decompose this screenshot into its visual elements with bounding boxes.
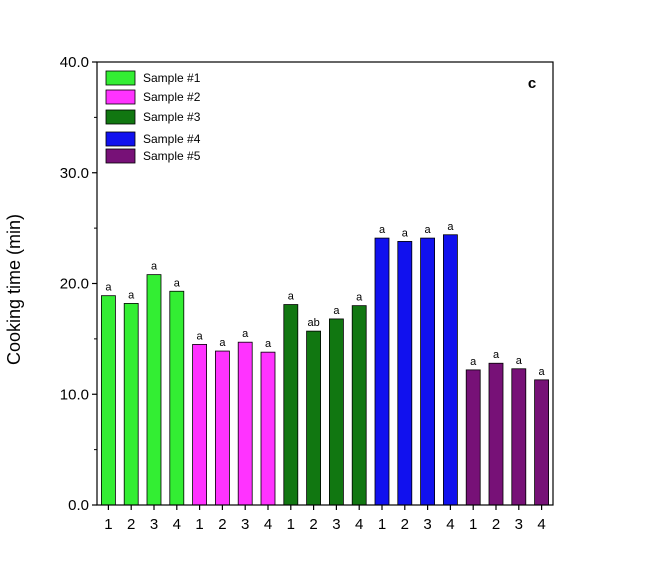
significance-letters: a a a a a a a a a ab a a a a a a a a a a xyxy=(105,221,545,378)
bar-series2-4 xyxy=(260,351,276,506)
significance-letter: a xyxy=(379,224,386,236)
bar-series1-2 xyxy=(123,303,139,506)
bar-series4-1 xyxy=(374,237,390,506)
legend-swatch xyxy=(105,109,136,125)
x-tick-label: 3 xyxy=(515,516,523,533)
x-tick-label: 4 xyxy=(537,516,545,533)
legend: Sample #1 Sample #2 Sample #3 Sample #4 Samp… xyxy=(105,70,201,164)
bar-series2-2 xyxy=(214,350,230,506)
x-tick-label: 3 xyxy=(332,516,340,533)
bar-series3-1 xyxy=(283,304,299,506)
y-tick-label: 40.0 xyxy=(60,54,89,71)
x-tick-label: 4 xyxy=(264,516,272,533)
bar-series1-3 xyxy=(146,274,162,506)
bar-series4-2 xyxy=(397,241,413,506)
x-tick-label: 2 xyxy=(127,516,135,533)
x-tick-label: 3 xyxy=(423,516,431,533)
bar-series5-3 xyxy=(511,368,527,506)
x-tick-label: 1 xyxy=(287,516,295,533)
significance-letter: a xyxy=(128,289,135,301)
legend-swatch xyxy=(105,148,136,164)
legend-label: Sample #2 xyxy=(143,90,201,104)
x-tick-label: 1 xyxy=(469,516,477,533)
bar-series5-1 xyxy=(465,369,481,506)
significance-letter: a xyxy=(539,366,546,378)
significance-letter: a xyxy=(516,355,523,367)
legend-label: Sample #1 xyxy=(143,71,201,85)
legend-label: Sample #3 xyxy=(143,110,201,124)
legend-label: Sample #4 xyxy=(143,132,201,146)
x-tick-label: 1 xyxy=(378,516,386,533)
y-axis-title: Cooking time (min) xyxy=(4,214,24,365)
significance-letter: a xyxy=(470,356,477,368)
significance-letter: a xyxy=(105,282,112,294)
bar-series4-3 xyxy=(420,237,436,506)
significance-letter: a xyxy=(356,292,363,304)
x-tick-label: 4 xyxy=(173,516,181,533)
x-tick-label: 2 xyxy=(218,516,226,533)
y-axis: 0.0 10.0 20.0 30.0 40.0 xyxy=(60,54,97,514)
x-tick-label: 1 xyxy=(195,516,203,533)
bar-series2-1 xyxy=(192,344,208,506)
plot-frame xyxy=(96,61,554,506)
y-tick-label: 30.0 xyxy=(60,165,89,182)
significance-letter: a xyxy=(219,337,226,349)
significance-letter: a xyxy=(425,224,432,236)
legend-swatch xyxy=(105,89,136,105)
x-tick-label: 4 xyxy=(355,516,363,533)
bars-layer xyxy=(101,234,549,506)
significance-letter: ab xyxy=(307,317,319,329)
legend-label: Sample #5 xyxy=(143,149,201,163)
x-tick-label: 1 xyxy=(104,516,112,533)
x-tick-label: 2 xyxy=(401,516,409,533)
bar-series1-1 xyxy=(101,295,116,506)
x-tick-label: 4 xyxy=(446,516,454,533)
x-tick-label: 3 xyxy=(241,516,249,533)
significance-letter: a xyxy=(265,338,272,350)
y-tick-label: 10.0 xyxy=(60,386,89,403)
y-tick-label: 20.0 xyxy=(60,276,89,293)
significance-letter: a xyxy=(151,261,158,273)
legend-swatch xyxy=(105,70,136,86)
significance-letter: a xyxy=(402,227,409,239)
bar-series3-3 xyxy=(328,318,344,506)
significance-letter: a xyxy=(447,221,454,233)
significance-letter: a xyxy=(197,330,204,342)
significance-letter: a xyxy=(493,349,500,361)
significance-letter: a xyxy=(333,305,340,317)
bar-series3-4 xyxy=(351,305,367,506)
significance-letter: a xyxy=(288,291,295,303)
x-tick-label: 2 xyxy=(492,516,500,533)
bar-series5-4 xyxy=(534,379,549,506)
significance-letter: a xyxy=(174,277,181,289)
panel-label: c xyxy=(528,75,536,92)
significance-letter: a xyxy=(242,328,249,340)
bar-series2-3 xyxy=(237,341,253,506)
bar-series5-2 xyxy=(488,362,504,506)
bar-series1-4 xyxy=(169,290,185,506)
x-tick-label: 2 xyxy=(309,516,317,533)
bar-series4-4 xyxy=(442,234,458,506)
x-tick-label: 3 xyxy=(150,516,158,533)
legend-swatch xyxy=(105,131,136,147)
bar-series3-2 xyxy=(306,330,322,506)
y-tick-label: 0.0 xyxy=(68,497,89,514)
